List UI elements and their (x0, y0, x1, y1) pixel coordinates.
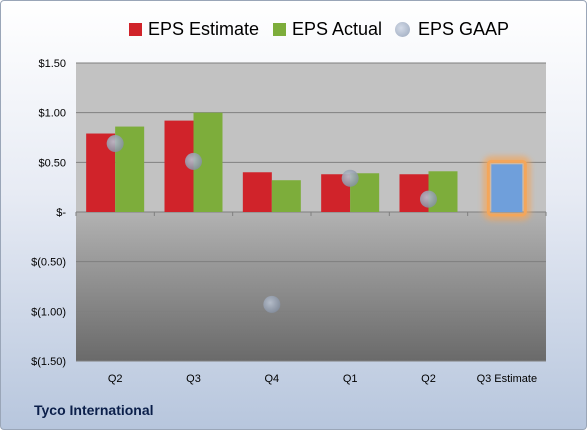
legend-item-eps-actual: EPS Actual (273, 16, 382, 42)
x-tick-label: Q4 (264, 373, 279, 385)
x-tick-label: Q3 (186, 373, 201, 385)
x-tick-label: Q1 (343, 373, 358, 385)
company-name: Tyco International (34, 402, 154, 418)
y-tick-label: $(1.50) (31, 356, 66, 368)
x-tick-label: Q2 (421, 373, 436, 385)
x-tick-label: Q2 (108, 373, 123, 385)
legend: EPS Estimate EPS Actual EPS GAAP (1, 16, 586, 42)
point-eps-gaap (420, 190, 437, 208)
bar-eps-actual (271, 180, 301, 212)
legend-label-eps-estimate: EPS Estimate (148, 18, 260, 39)
y-tick-label: $- (56, 207, 66, 219)
legend-dot-eps-gaap (395, 21, 410, 37)
y-tick-label: $1.00 (38, 108, 66, 120)
y-tick-label: $(0.50) (31, 257, 66, 269)
bar-eps-estimate-next (491, 164, 523, 212)
y-tick-label: $0.50 (38, 157, 66, 169)
bar-highlight-outline (486, 159, 527, 217)
x-tick-label: Q3 Estimate (477, 373, 538, 385)
bar-highlight-glow (483, 156, 531, 221)
legend-label-eps-gaap: EPS GAAP (418, 18, 510, 39)
point-eps-gaap (106, 134, 124, 152)
y-tick-label: $(1.00) (31, 306, 66, 318)
legend-item-eps-estimate: EPS Estimate (129, 16, 259, 42)
legend-swatch-eps-actual (273, 22, 286, 36)
legend-swatch-eps-estimate (129, 22, 142, 36)
point-eps-gaap (185, 152, 202, 170)
legend-item-eps-gaap: EPS GAAP (395, 16, 509, 42)
point-eps-gaap (341, 169, 359, 187)
legend-label-eps-actual: EPS Actual (292, 18, 383, 39)
y-tick-label: $1.50 (38, 58, 66, 70)
point-eps-gaap (263, 295, 281, 313)
bar-eps-estimate (242, 172, 272, 212)
